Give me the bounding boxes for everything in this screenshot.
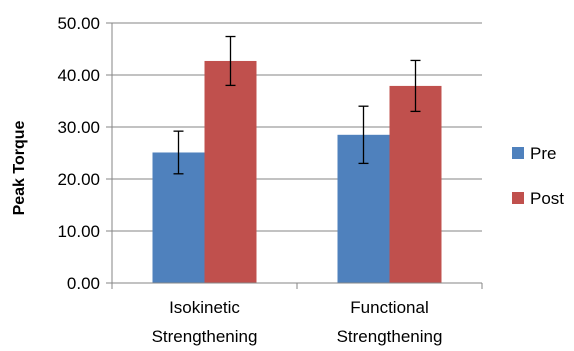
x-axis-categories: Isokinetic Strengthening Functional Strengt…: [152, 298, 443, 346]
bar-post: [204, 60, 257, 284]
x-category-label: Strengthening: [152, 327, 258, 346]
y-tick-label: 10.00: [57, 222, 100, 241]
y-tick-label: 0.00: [67, 274, 100, 293]
bars: [152, 60, 442, 284]
axes: [111, 23, 483, 289]
y-axis-title: Peak Torque: [11, 120, 28, 215]
y-axis-ticks: 0.00 10.00 20.00 30.00 40.00 50.00: [57, 14, 112, 293]
error-bars: [173, 35, 421, 175]
legend: Pre Post: [512, 144, 564, 208]
bar-post: [389, 85, 442, 283]
y-tick-label: 50.00: [57, 14, 100, 33]
x-category-label: Functional: [350, 298, 428, 317]
y-tick-label: 30.00: [57, 118, 100, 137]
y-tick-label: 20.00: [57, 170, 100, 189]
legend-swatch-post: [512, 192, 524, 204]
legend-label-pre: Pre: [530, 144, 556, 163]
x-category-label: Isokinetic: [169, 298, 240, 317]
legend-label-post: Post: [530, 189, 564, 208]
y-tick-label: 40.00: [57, 66, 100, 85]
legend-swatch-pre: [512, 147, 524, 159]
x-category-label: Strengthening: [337, 327, 443, 346]
